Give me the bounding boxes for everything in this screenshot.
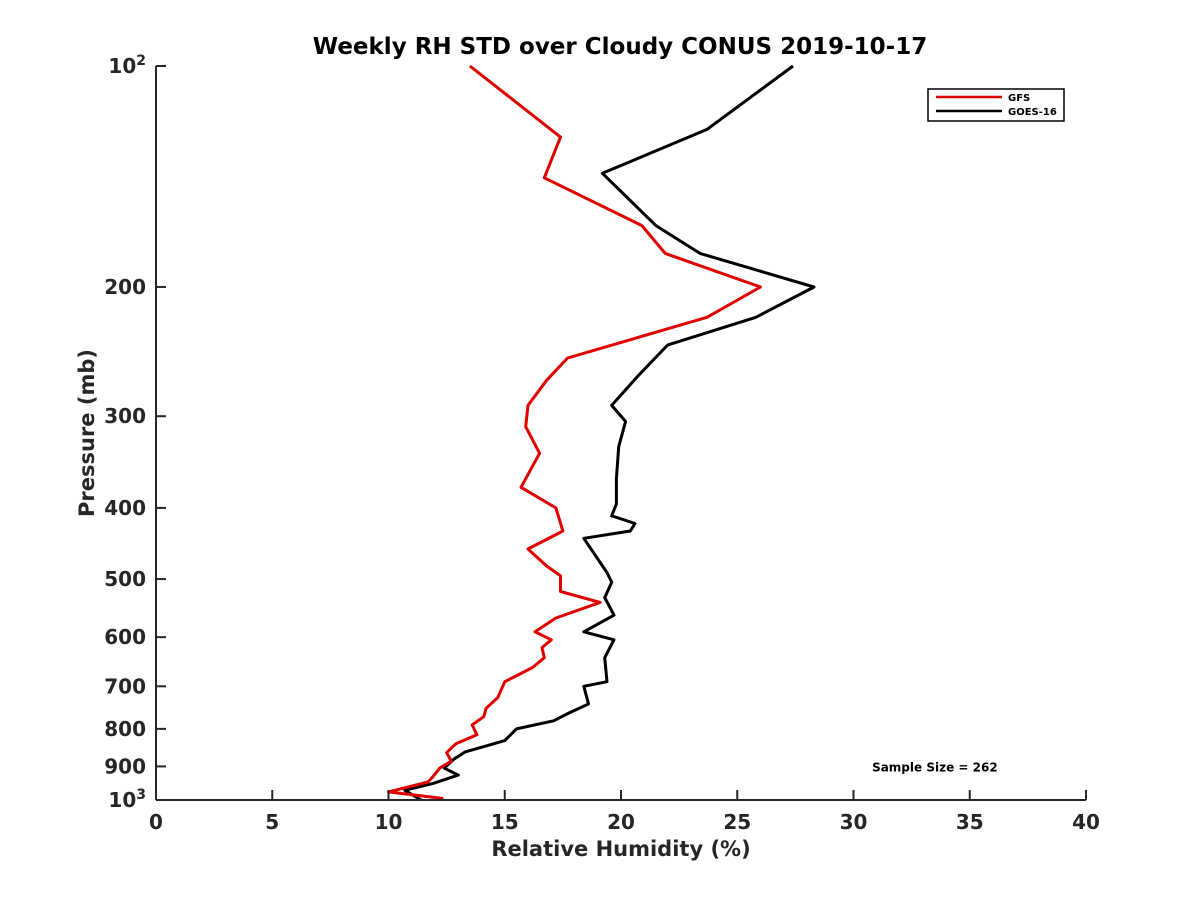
y-tick-label: 400 (104, 496, 146, 520)
chart-title: Weekly RH STD over Cloudy CONUS 2019-10-… (313, 34, 927, 60)
y-tick-label: 300 (104, 404, 146, 428)
legend: GFS GOES-16 (927, 88, 1065, 122)
y-tick-label: 600 (104, 625, 146, 649)
y-tick-label: 700 (104, 674, 146, 698)
x-tick-label: 10 (375, 810, 403, 834)
y-tick-label: 200 (104, 275, 146, 299)
legend-label: GOES-16 (1008, 107, 1057, 118)
series-layer (387, 64, 816, 802)
legend-label: GFS (1008, 93, 1030, 104)
x-tick-label: 15 (491, 810, 519, 834)
x-tick-label: 25 (723, 810, 751, 834)
y-tick-label: 103 (108, 787, 146, 812)
annotation-layer: Sample Size = 262 (872, 760, 998, 774)
x-tick-label: 20 (607, 810, 635, 834)
x-tick-label: 30 (840, 810, 868, 834)
y-axis-title: Pressure (mb) (75, 349, 99, 517)
x-tick-label: 40 (1072, 810, 1100, 834)
sample-size-annotation: Sample Size = 262 (872, 760, 998, 774)
x-tick-label: 5 (265, 810, 279, 834)
axes-layer: 0 5 10 15 20 25 30 35 40 102 200 300 400 500 600 700 800… (104, 53, 1100, 834)
y-tick-label: 102 (108, 53, 146, 78)
y-tick-label: 900 (104, 754, 146, 778)
x-tick-label: 0 (149, 810, 163, 834)
series-line-goes-16 (403, 64, 816, 802)
y-tick-label: 800 (104, 717, 146, 741)
x-tick-label: 35 (956, 810, 984, 834)
legend-box (927, 88, 1065, 122)
y-tick-label: 500 (104, 567, 146, 591)
series-line-gfs (387, 64, 762, 802)
x-axis-title: Relative Humidity (%) (491, 837, 750, 861)
